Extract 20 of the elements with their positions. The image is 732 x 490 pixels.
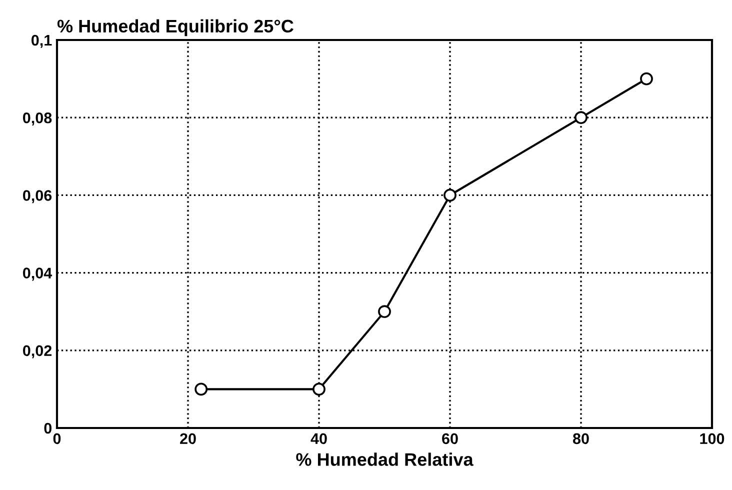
- point: [640, 72, 653, 86]
- point: [574, 111, 588, 124]
- x-tick-label: 20: [180, 433, 196, 444]
- x-axis-title: % Humedad Relativa: [296, 452, 474, 466]
- point: [312, 382, 326, 396]
- y-tick-label: 0,02: [23, 345, 52, 358]
- x-tick-label: 100: [700, 433, 724, 444]
- x-tick-label: 40: [310, 433, 327, 444]
- y-tick-label: 0,08: [23, 112, 52, 126]
- point: [194, 382, 208, 396]
- x-tick-label: 80: [572, 433, 589, 444]
- x-tick-label: 0: [53, 433, 61, 444]
- y-tick-label: 0: [44, 422, 52, 434]
- point: [378, 305, 391, 318]
- x-tick-label: 60: [442, 433, 458, 444]
- point: [444, 188, 456, 202]
- y-tick-label: 0,04: [23, 268, 52, 281]
- chart-title: % Humedad Equilibrio 25°C: [57, 19, 294, 36]
- y-tick-label: 0,1: [32, 34, 52, 48]
- y-tick-label: 0,06: [23, 190, 52, 204]
